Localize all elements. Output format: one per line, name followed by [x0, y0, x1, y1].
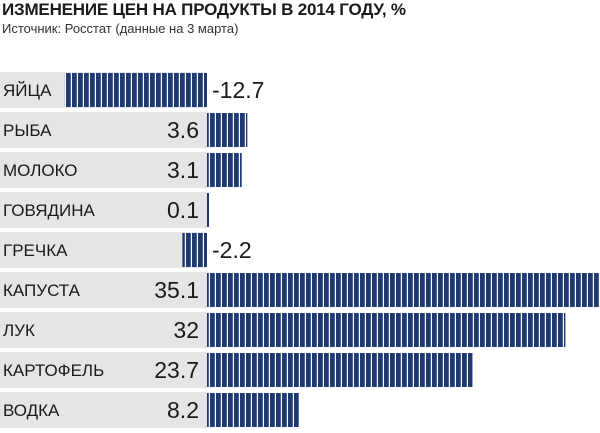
row-band: [0, 192, 207, 228]
value-label: 0.1: [167, 197, 199, 223]
value-label: 32: [173, 317, 199, 343]
bar: [207, 153, 242, 187]
bar: [64, 73, 207, 107]
bar: [207, 353, 473, 387]
row-band: [0, 272, 207, 308]
category-label: ЯЙЦА: [3, 81, 52, 100]
bar: [207, 273, 600, 307]
row-band: [0, 312, 207, 348]
row-band: [0, 152, 207, 188]
value-label: -12.7: [212, 77, 264, 103]
bar: [207, 393, 299, 427]
category-label: КАПУСТА: [3, 281, 81, 300]
value-label: 35.1: [154, 277, 199, 303]
value-label: 3.6: [167, 117, 199, 143]
bar: [207, 313, 566, 347]
category-label: КАРТОФЕЛЬ: [3, 361, 104, 380]
value-label: 8.2: [167, 397, 199, 423]
row-band: [0, 232, 207, 268]
category-label: МОЛОКО: [3, 161, 78, 180]
value-label: 3.1: [167, 157, 199, 183]
category-label: ВОДКА: [3, 401, 60, 420]
category-label: ГРЕЧКА: [3, 241, 68, 260]
category-label: РЫБА: [3, 121, 52, 140]
chart-title: ИЗМЕНЕНИЕ ЦЕН НА ПРОДУКТЫ В 2014 ГОДУ, %: [2, 0, 406, 19]
chart-subtitle: Источник: Росстат (данные на 3 марта): [2, 21, 239, 36]
row-band: [0, 112, 207, 148]
bar: [182, 233, 207, 267]
bar: [207, 193, 209, 227]
row-band: [0, 392, 207, 428]
category-label: ГОВЯДИНА: [3, 201, 96, 220]
value-label: -2.2: [212, 237, 252, 263]
value-label: 23.7: [154, 357, 199, 383]
category-label: ЛУК: [3, 321, 35, 340]
bar: [207, 113, 248, 147]
row-band: [0, 352, 207, 388]
